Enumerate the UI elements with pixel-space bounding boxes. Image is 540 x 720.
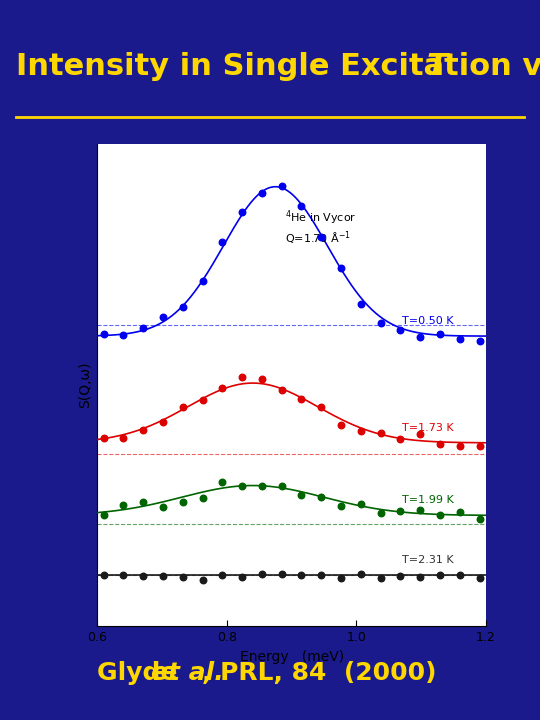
Point: [238, 571, 246, 582]
Point: [436, 509, 444, 521]
Point: [475, 572, 484, 584]
Text: Intensity in Single Excitation vs.: Intensity in Single Excitation vs.: [16, 52, 540, 81]
Point: [337, 572, 346, 583]
Point: [258, 187, 266, 199]
Point: [119, 432, 128, 444]
Point: [278, 480, 286, 492]
Point: [297, 200, 306, 212]
Point: [238, 372, 246, 383]
Point: [475, 440, 484, 451]
Point: [278, 568, 286, 580]
Point: [99, 509, 108, 521]
Point: [337, 500, 346, 511]
Point: [455, 570, 464, 581]
Point: [416, 504, 424, 516]
Point: [218, 382, 227, 393]
Point: [376, 507, 385, 518]
Y-axis label: S(Q,ω): S(Q,ω): [78, 362, 92, 408]
Point: [396, 433, 404, 444]
Point: [317, 492, 326, 503]
Point: [198, 276, 207, 287]
Point: [416, 571, 424, 582]
Point: [99, 570, 108, 581]
Text: $^4$He in Vycor
Q=1.70 Å$^{-1}$: $^4$He in Vycor Q=1.70 Å$^{-1}$: [285, 208, 356, 247]
Point: [139, 496, 147, 508]
X-axis label: Energy   (meV): Energy (meV): [240, 650, 343, 664]
Point: [356, 299, 365, 310]
Point: [159, 570, 167, 581]
Point: [297, 570, 306, 581]
Point: [356, 498, 365, 510]
Point: [159, 311, 167, 323]
Point: [436, 438, 444, 450]
Point: [258, 569, 266, 580]
Point: [119, 500, 128, 511]
Point: [475, 335, 484, 346]
Point: [179, 301, 187, 312]
Point: [218, 476, 227, 487]
Point: [337, 263, 346, 274]
Point: [218, 569, 227, 580]
Point: [238, 480, 246, 491]
Point: [317, 231, 326, 243]
Point: [396, 570, 404, 582]
Point: [218, 236, 227, 248]
Point: [278, 180, 286, 192]
Point: [376, 427, 385, 438]
Point: [416, 330, 424, 342]
Point: [159, 416, 167, 428]
Point: [396, 505, 404, 516]
Point: [119, 329, 128, 341]
Point: [278, 384, 286, 396]
Point: [317, 569, 326, 580]
Point: [159, 502, 167, 513]
Text: T: T: [427, 52, 447, 81]
Text: T=2.31 K: T=2.31 K: [402, 555, 454, 565]
Point: [238, 206, 246, 217]
Point: [297, 393, 306, 405]
Text: , PRL, 84  (2000): , PRL, 84 (2000): [202, 661, 437, 685]
Point: [455, 333, 464, 345]
Text: T=1.99 K: T=1.99 K: [402, 495, 454, 505]
Text: Glyde: Glyde: [97, 661, 186, 685]
Point: [416, 428, 424, 440]
Point: [139, 323, 147, 334]
Point: [317, 401, 326, 413]
Point: [436, 328, 444, 340]
Point: [396, 324, 404, 336]
Point: [179, 401, 187, 413]
Point: [297, 490, 306, 501]
Point: [356, 568, 365, 580]
Point: [337, 419, 346, 431]
Point: [455, 506, 464, 518]
Point: [198, 492, 207, 504]
Point: [198, 394, 207, 405]
Point: [139, 424, 147, 436]
Point: [356, 425, 365, 436]
Point: [455, 441, 464, 452]
Point: [99, 432, 108, 444]
Text: et al.: et al.: [151, 661, 224, 685]
Text: T=1.73 K: T=1.73 K: [402, 423, 454, 433]
Point: [376, 572, 385, 584]
Point: [198, 574, 207, 585]
Point: [258, 480, 266, 492]
Text: T=0.50 K: T=0.50 K: [402, 316, 454, 326]
Point: [179, 496, 187, 508]
Point: [139, 570, 147, 582]
Point: [119, 569, 128, 580]
Point: [376, 318, 385, 329]
Point: [475, 513, 484, 525]
Point: [179, 572, 187, 583]
Point: [436, 570, 444, 581]
Point: [258, 374, 266, 385]
Point: [99, 328, 108, 340]
